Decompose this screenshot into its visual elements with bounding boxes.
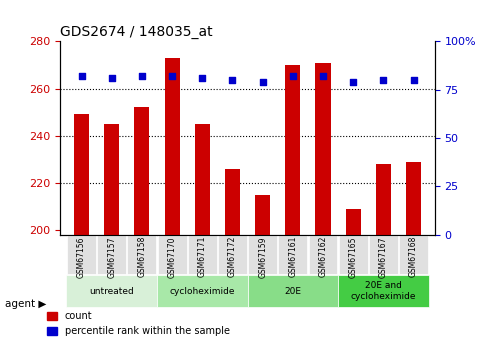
Text: GSM67165: GSM67165 bbox=[349, 236, 358, 277]
Point bbox=[259, 79, 267, 85]
Text: GSM67158: GSM67158 bbox=[137, 236, 146, 277]
FancyBboxPatch shape bbox=[157, 235, 186, 274]
Text: GSM67172: GSM67172 bbox=[228, 236, 237, 277]
Point bbox=[380, 77, 387, 83]
Text: GSM67162: GSM67162 bbox=[318, 236, 327, 277]
FancyBboxPatch shape bbox=[157, 275, 248, 307]
FancyBboxPatch shape bbox=[248, 235, 277, 274]
Text: GSM67161: GSM67161 bbox=[288, 236, 298, 277]
Text: GSM67171: GSM67171 bbox=[198, 236, 207, 277]
Point bbox=[108, 75, 115, 81]
Legend: count, percentile rank within the sample: count, percentile rank within the sample bbox=[43, 307, 234, 340]
Bar bbox=[315, 62, 330, 235]
FancyBboxPatch shape bbox=[218, 235, 247, 274]
Text: 20E and
cycloheximide: 20E and cycloheximide bbox=[351, 282, 416, 301]
FancyBboxPatch shape bbox=[248, 275, 338, 307]
Point bbox=[78, 73, 85, 79]
Text: GSM67167: GSM67167 bbox=[379, 236, 388, 277]
Point bbox=[410, 77, 417, 83]
Bar bbox=[74, 115, 89, 235]
FancyBboxPatch shape bbox=[128, 235, 156, 274]
Point bbox=[228, 77, 236, 83]
Bar bbox=[255, 195, 270, 235]
Bar bbox=[406, 161, 421, 235]
FancyBboxPatch shape bbox=[399, 235, 428, 274]
FancyBboxPatch shape bbox=[67, 235, 96, 274]
Text: agent ▶: agent ▶ bbox=[5, 299, 46, 308]
Point bbox=[138, 73, 146, 79]
Point bbox=[168, 73, 176, 79]
FancyBboxPatch shape bbox=[278, 235, 307, 274]
FancyBboxPatch shape bbox=[97, 235, 126, 274]
Text: GSM67168: GSM67168 bbox=[409, 236, 418, 277]
Text: GSM67170: GSM67170 bbox=[168, 236, 177, 277]
Text: untreated: untreated bbox=[89, 287, 134, 296]
Bar bbox=[134, 107, 149, 235]
FancyBboxPatch shape bbox=[188, 235, 217, 274]
Bar bbox=[225, 169, 240, 235]
Text: GDS2674 / 148035_at: GDS2674 / 148035_at bbox=[60, 25, 213, 39]
Bar bbox=[165, 58, 180, 235]
FancyBboxPatch shape bbox=[338, 275, 429, 307]
Text: GSM67157: GSM67157 bbox=[107, 236, 116, 277]
Text: GSM67156: GSM67156 bbox=[77, 236, 86, 277]
FancyBboxPatch shape bbox=[339, 235, 368, 274]
Point bbox=[289, 73, 297, 79]
Bar bbox=[285, 65, 300, 235]
Text: 20E: 20E bbox=[284, 287, 301, 296]
Bar bbox=[376, 164, 391, 235]
FancyBboxPatch shape bbox=[369, 235, 398, 274]
FancyBboxPatch shape bbox=[309, 235, 338, 274]
Point bbox=[319, 73, 327, 79]
FancyBboxPatch shape bbox=[67, 275, 157, 307]
Bar bbox=[195, 124, 210, 235]
Point bbox=[349, 79, 357, 85]
Point bbox=[199, 75, 206, 81]
Text: GSM67159: GSM67159 bbox=[258, 236, 267, 277]
Bar bbox=[104, 124, 119, 235]
Bar bbox=[346, 209, 361, 235]
Text: cycloheximide: cycloheximide bbox=[170, 287, 235, 296]
